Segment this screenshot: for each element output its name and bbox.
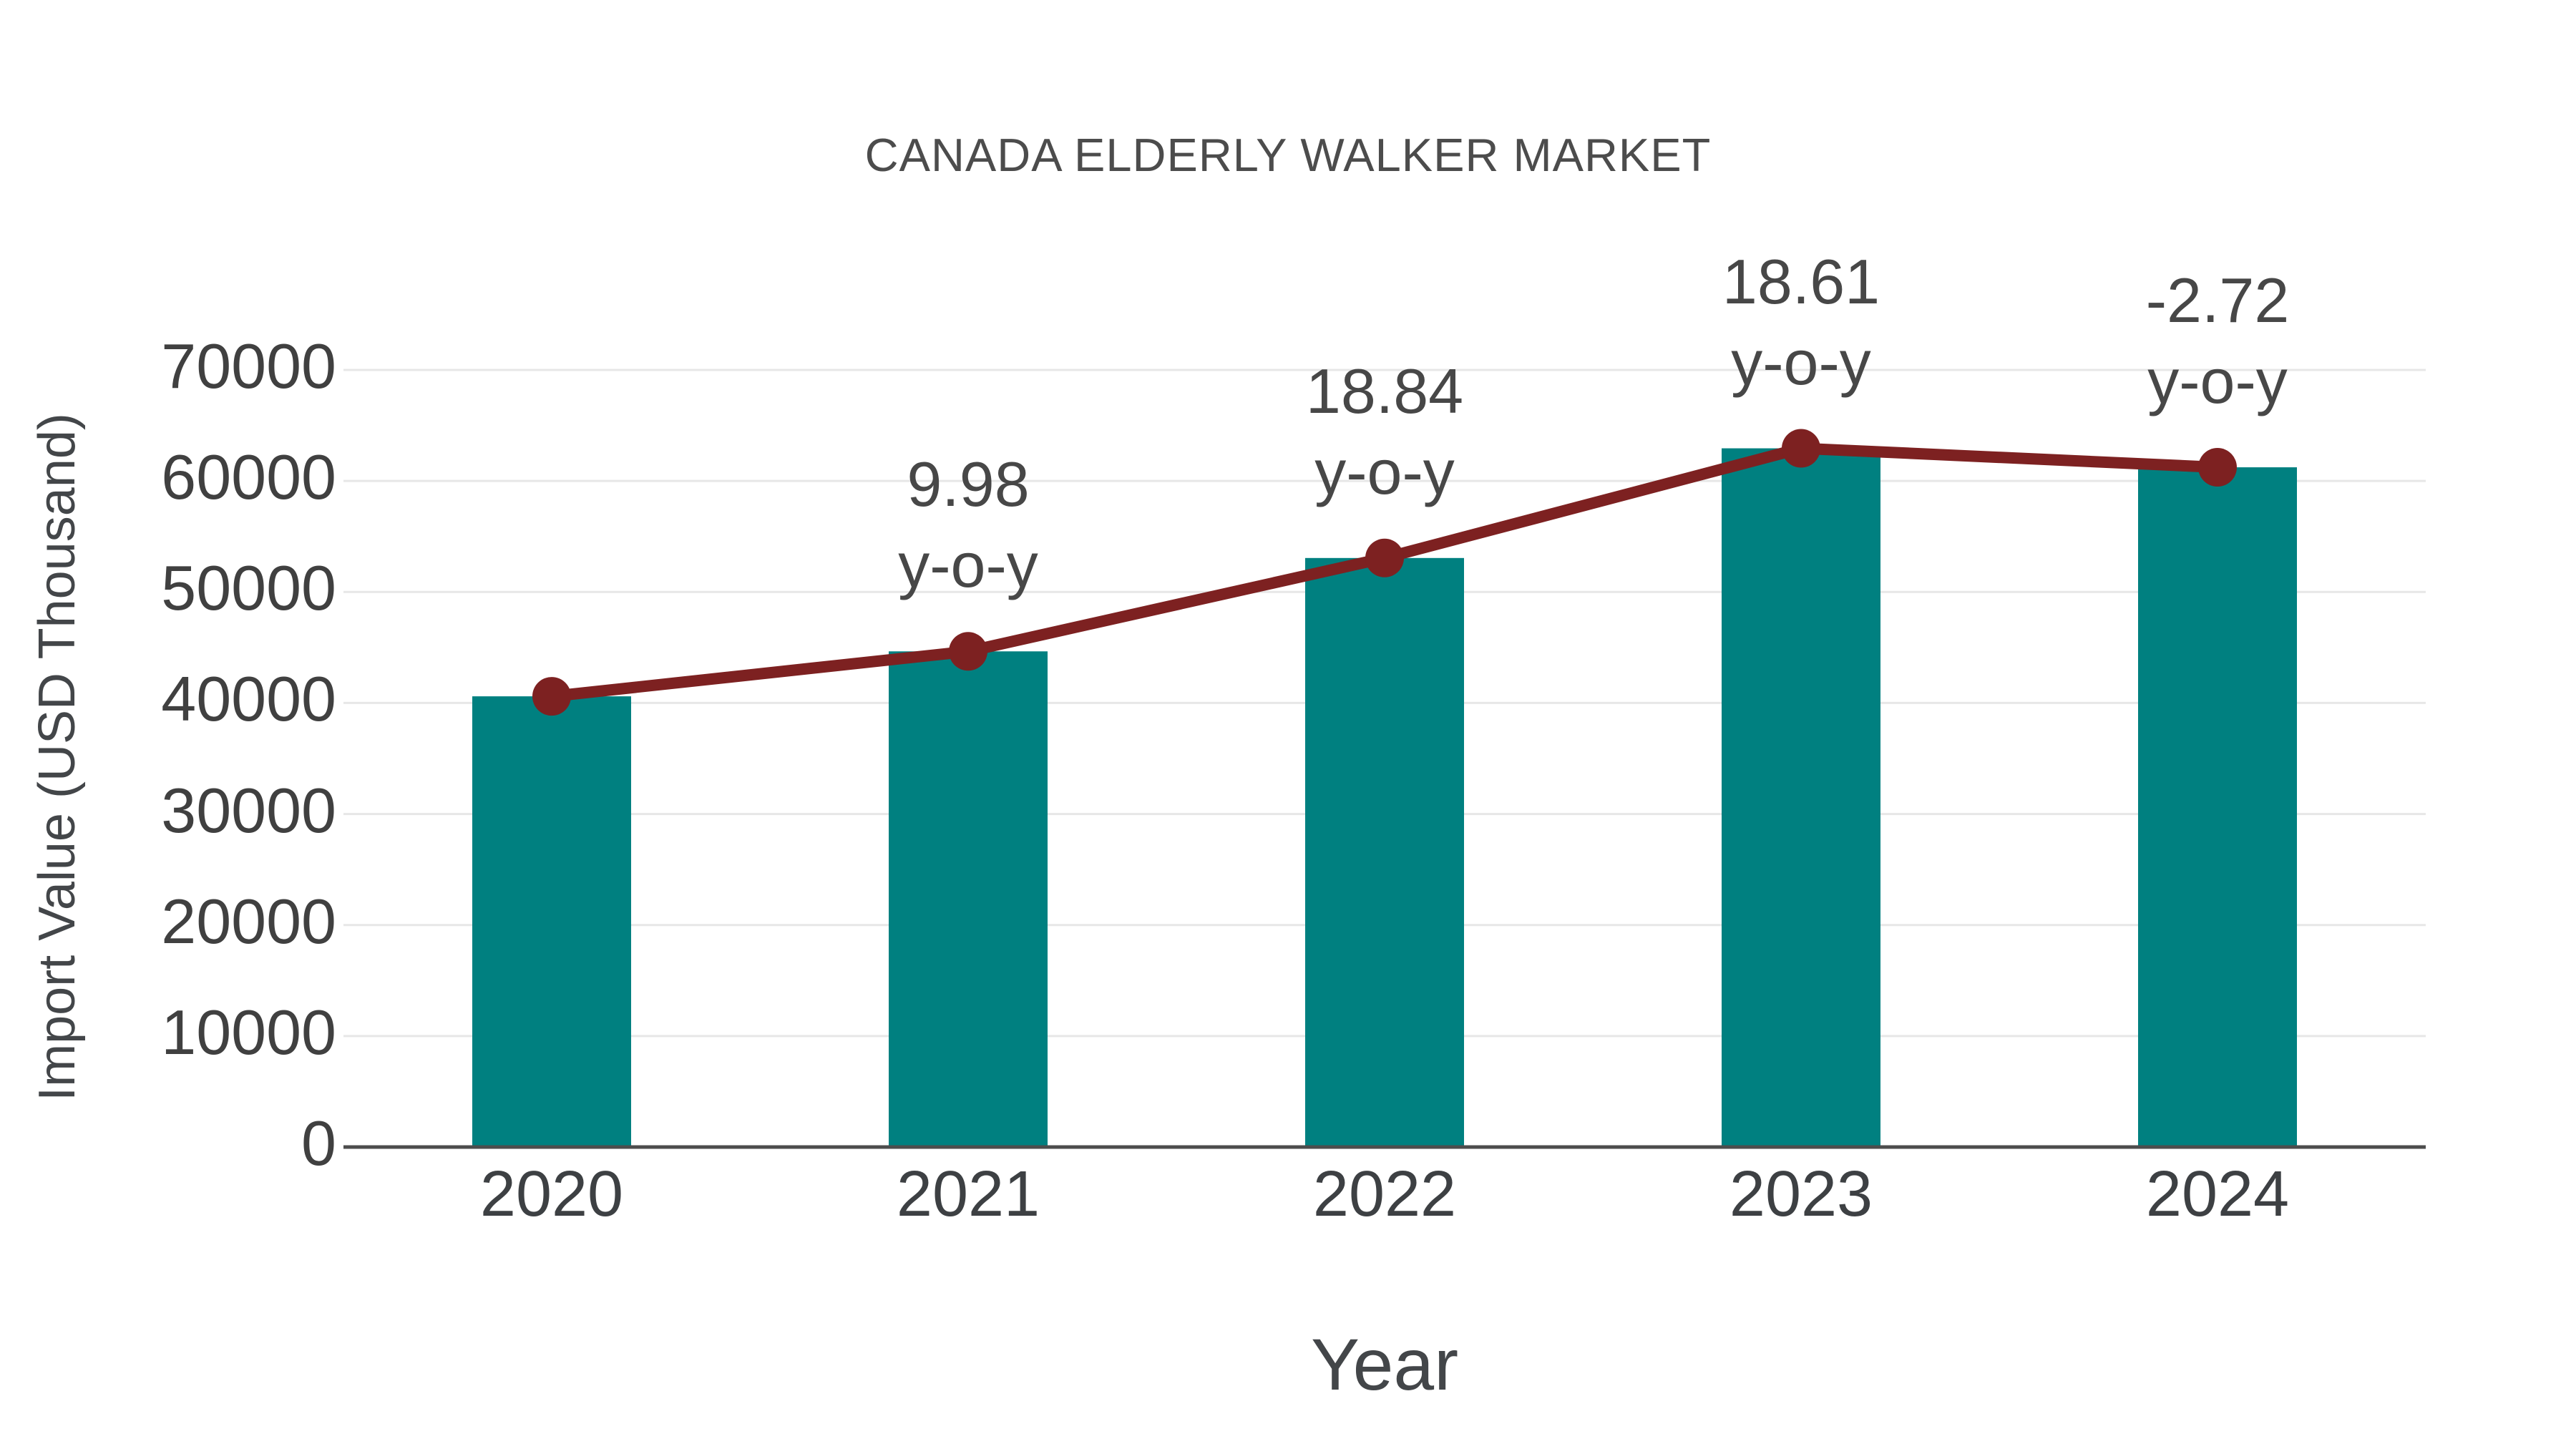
annotation-yoy-label: y-o-y xyxy=(2147,346,2288,417)
annotation-2022: 18.84 y-o-y xyxy=(1176,351,1593,512)
x-tick-label-2022: 2022 xyxy=(1312,1158,1457,1230)
y-tick-label-10000: 10000 xyxy=(161,996,336,1068)
annotation-2023: 18.61 y-o-y xyxy=(1593,241,2009,403)
annotation-yoy-label: y-o-y xyxy=(1314,436,1455,507)
x-tick-label-2024: 2024 xyxy=(2145,1158,2290,1230)
y-tick-label-70000: 70000 xyxy=(161,331,336,401)
bar-2023 xyxy=(1722,448,1880,1147)
x-tick-label-2020: 2020 xyxy=(479,1158,624,1230)
y-tick-label-20000: 20000 xyxy=(161,885,336,957)
line-marker-2021 xyxy=(949,632,987,671)
x-tick-label-2021: 2021 xyxy=(896,1158,1040,1230)
y-tick-label-50000: 50000 xyxy=(161,552,336,624)
annotation-value: 18.84 xyxy=(1305,355,1464,426)
annotation-value: 9.98 xyxy=(907,449,1030,520)
annotation-value: 18.61 xyxy=(1722,245,1880,317)
annotation-2024: -2.72 y-o-y xyxy=(2009,260,2426,421)
y-axis-title: Import Value (USD Thousand) xyxy=(29,413,86,1101)
y-tick-label-60000: 60000 xyxy=(161,441,336,513)
y-tick-label-40000: 40000 xyxy=(161,663,336,735)
bar-2021 xyxy=(889,651,1048,1147)
chart-title: CANADA ELDERLY WALKER MARKET xyxy=(864,129,1712,181)
line-marker-2020 xyxy=(532,677,571,716)
bar-2024 xyxy=(2138,467,2297,1147)
line-marker-2022 xyxy=(1365,538,1404,577)
annotation-2021: 9.98 y-o-y xyxy=(760,444,1176,605)
x-tick-label-2023: 2023 xyxy=(1729,1158,1873,1230)
y-tick-label-30000: 30000 xyxy=(161,774,336,846)
x-axis-title: Year xyxy=(1310,1324,1459,1405)
bar-2020 xyxy=(472,696,631,1147)
line-marker-2023 xyxy=(1782,429,1820,468)
annotation-value: -2.72 xyxy=(2145,265,2290,336)
y-tick-label-0: 0 xyxy=(301,1108,336,1179)
annotation-yoy-label: y-o-y xyxy=(1731,326,1871,398)
annotation-yoy-label: y-o-y xyxy=(898,530,1038,601)
line-marker-2024 xyxy=(2198,448,2237,487)
bar-2022 xyxy=(1305,557,1464,1147)
